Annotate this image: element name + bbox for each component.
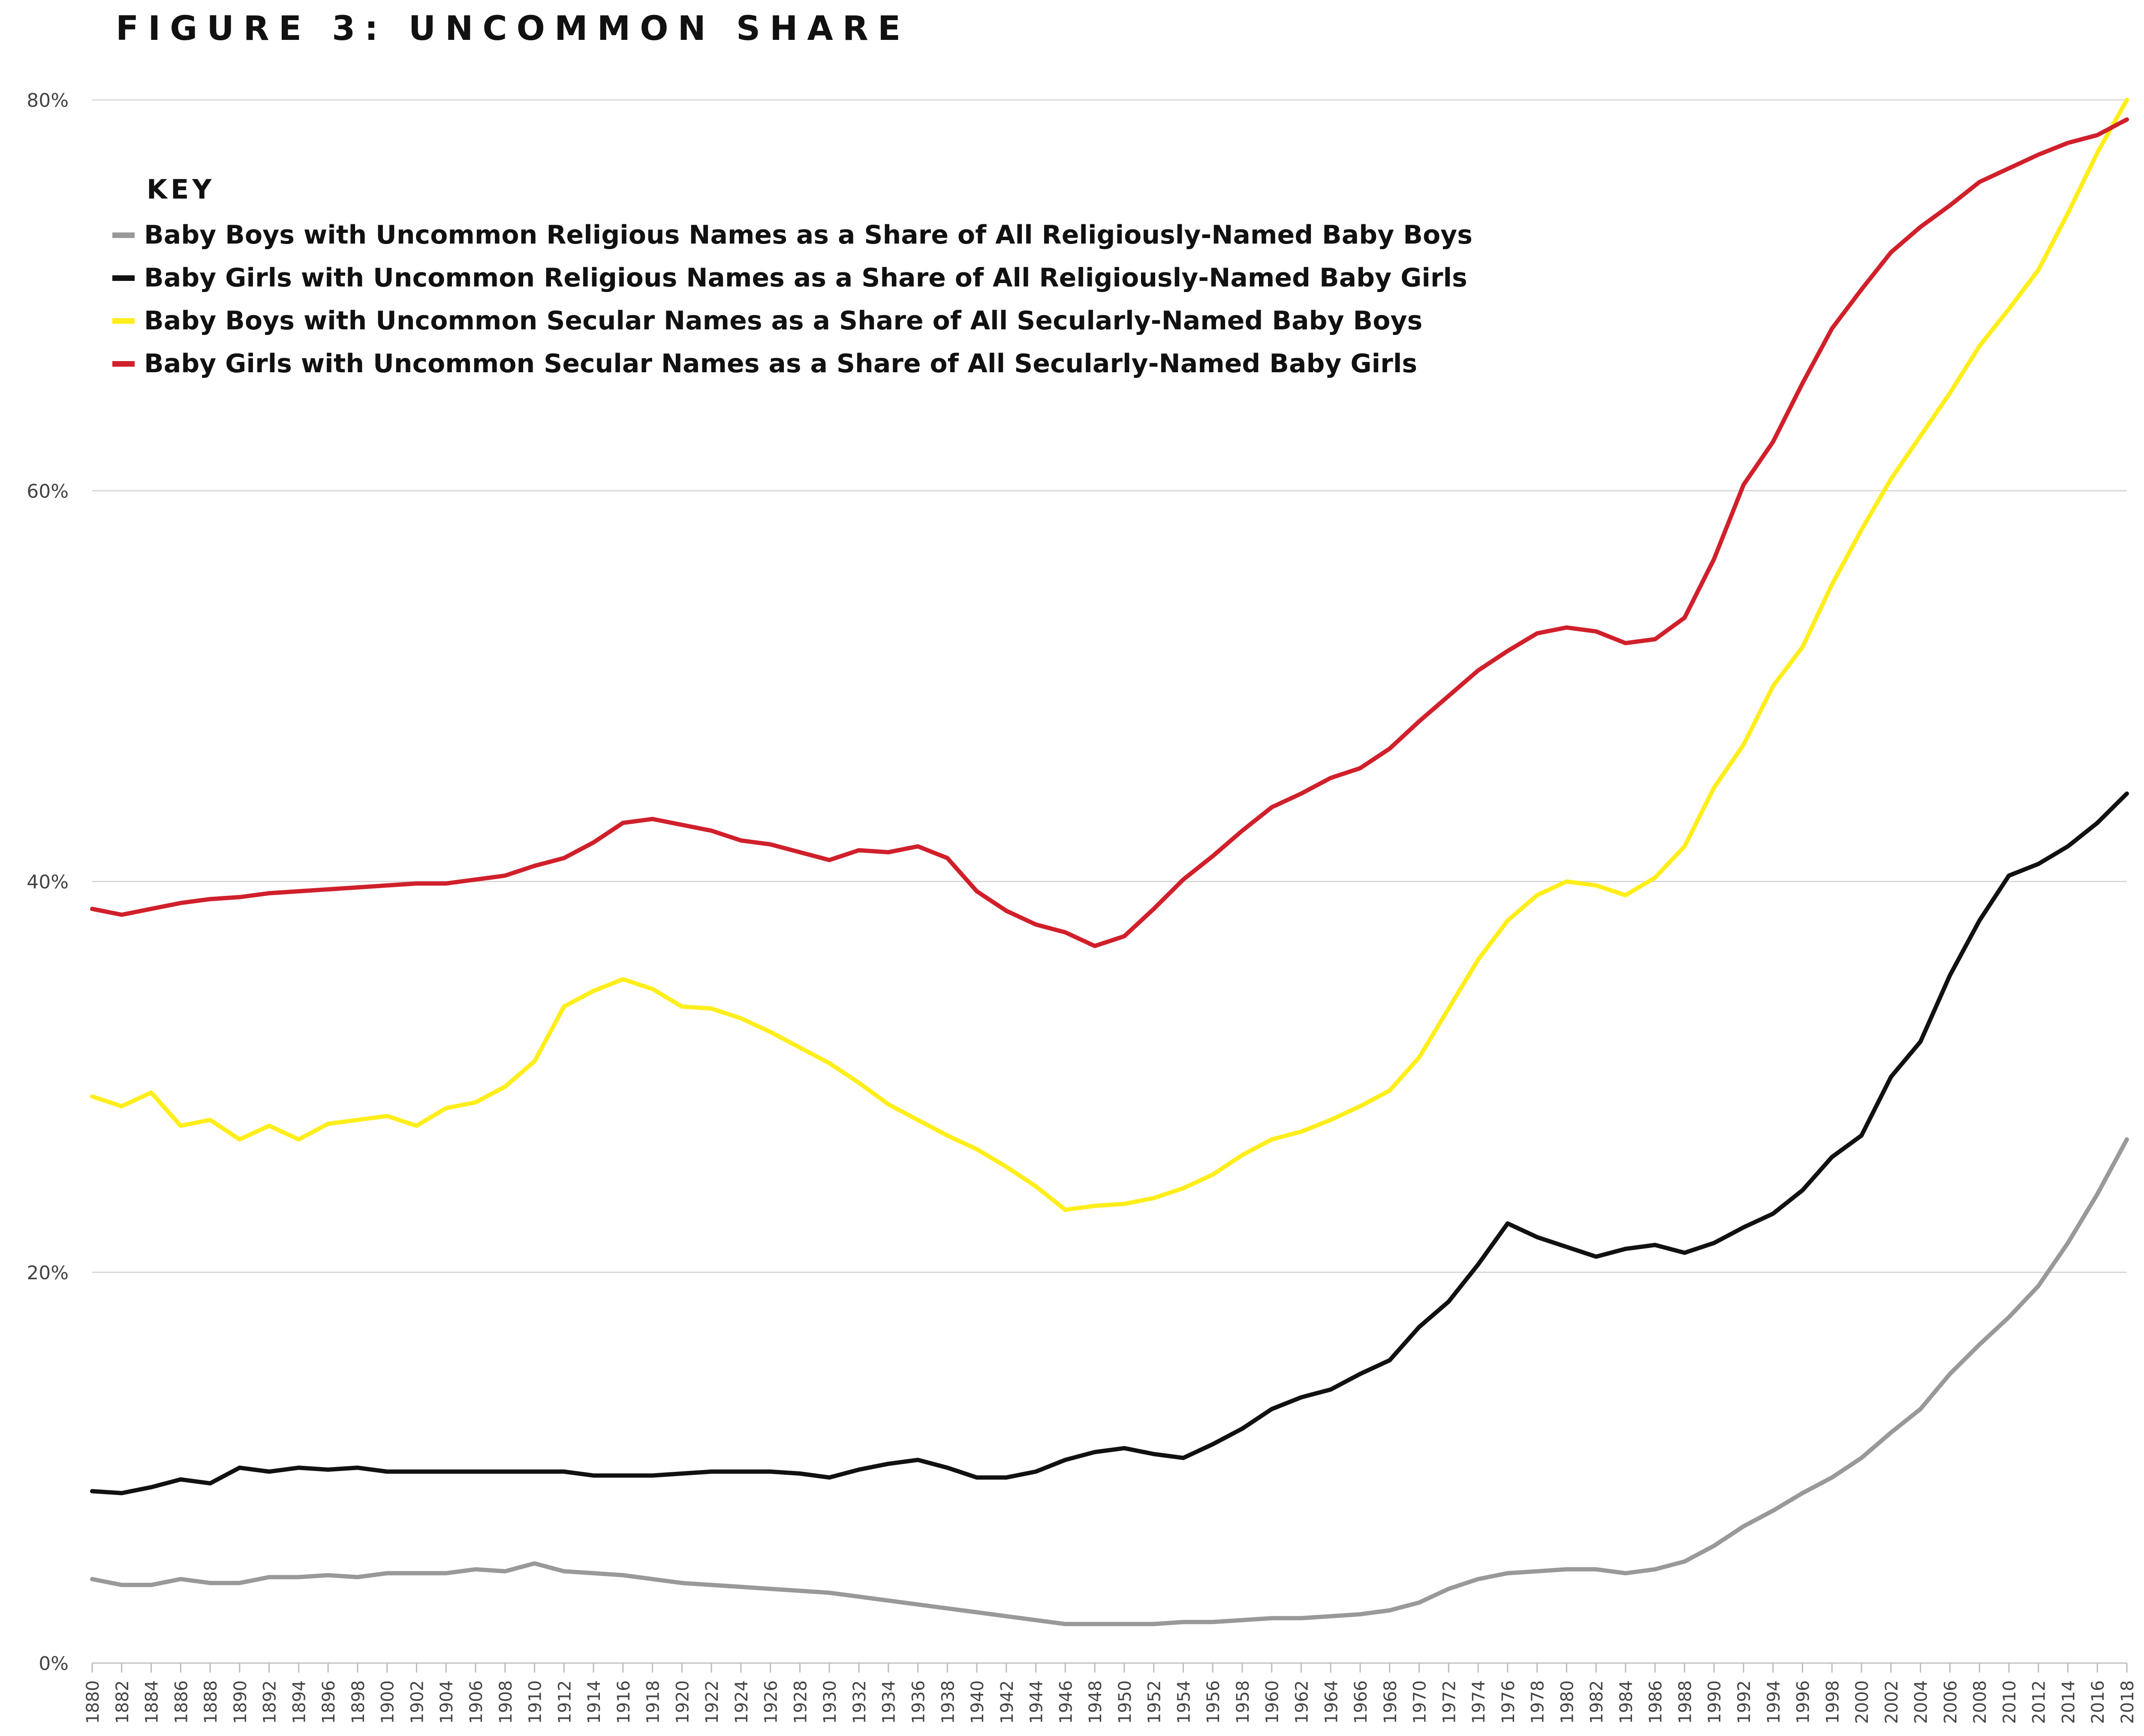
x-tick-label: 1936: [909, 1680, 929, 1724]
x-tick-label: 1890: [231, 1680, 250, 1724]
x-tick-label: 1964: [1322, 1680, 1341, 1724]
x-tick-label: 2014: [2059, 1680, 2078, 1724]
x-tick-label: 1932: [850, 1680, 870, 1724]
x-tick-label: 1970: [1410, 1680, 1430, 1724]
x-tick-label: 1992: [1734, 1680, 1754, 1724]
y-tick-label: 40%: [27, 871, 69, 893]
x-tick-label: 1990: [1705, 1680, 1725, 1724]
x-tick-label: 1984: [1617, 1680, 1636, 1724]
x-tick-label: 1916: [614, 1680, 634, 1724]
x-tick-label: 1896: [319, 1680, 339, 1724]
x-tick-label: 1966: [1351, 1680, 1371, 1724]
series-line-1: [90, 1137, 2129, 1626]
chart-title: FIGURE 3: UNCOMMON SHARE: [116, 9, 910, 48]
x-tick-label: 1942: [997, 1680, 1017, 1724]
y-axis-ticks: 0% 20% 40% 60% 80%: [27, 90, 69, 1675]
y-tick-label: 20%: [27, 1262, 69, 1284]
x-tick-label: 1954: [1174, 1680, 1194, 1724]
legend-label: Baby Girls with Uncommon Secular Names a…: [144, 349, 1418, 379]
x-tick-label: 1928: [791, 1680, 810, 1724]
x-tick-label: 1950: [1115, 1680, 1135, 1724]
x-tick-label: 1934: [879, 1680, 899, 1724]
x-tick-label: 1882: [113, 1680, 132, 1724]
legend-swatch: [112, 232, 135, 238]
x-tick-label: 1900: [378, 1680, 398, 1724]
x-tick-label: 1902: [407, 1680, 427, 1724]
x-tick-label: 1940: [968, 1680, 988, 1724]
x-tick-label: 1926: [762, 1680, 781, 1724]
y-tick-label: 60%: [27, 480, 69, 502]
x-tick-label: 1980: [1557, 1680, 1577, 1724]
legend-item-boys-religious: Baby Boys with Uncommon Religious Names …: [112, 214, 1472, 256]
legend-item-boys-secular: Baby Boys with Uncommon Secular Names as…: [112, 299, 1472, 342]
x-tick-label: 1988: [1675, 1680, 1695, 1724]
x-tick-label: 1908: [496, 1680, 516, 1724]
x-tick-label: 1976: [1499, 1680, 1518, 1724]
x-tick-label: 1958: [1233, 1680, 1253, 1724]
x-tick-label: 1948: [1086, 1680, 1105, 1724]
series-line-4: [90, 117, 2129, 948]
y-tick-label: 80%: [27, 90, 69, 112]
x-tick-label: 1888: [201, 1680, 221, 1724]
x-tick-label: 1918: [644, 1680, 663, 1724]
x-tick-label: 2008: [1970, 1680, 1990, 1724]
legend-swatch: [112, 318, 135, 324]
x-tick-label: 1892: [260, 1680, 280, 1724]
x-tick-label: 1920: [673, 1680, 693, 1724]
x-tick-label: 1898: [349, 1680, 368, 1724]
y-tick-label: 0%: [39, 1653, 69, 1675]
legend-swatch: [112, 275, 135, 281]
x-tick-label: 2002: [1882, 1680, 1902, 1724]
x-tick-label: 1880: [83, 1680, 103, 1724]
x-tick-label: 1972: [1439, 1680, 1459, 1724]
x-tick-label: 2004: [1912, 1680, 1931, 1724]
x-tick-label: 2018: [2118, 1680, 2138, 1724]
x-tick-label: 1884: [142, 1680, 162, 1724]
legend-item-girls-secular: Baby Girls with Uncommon Secular Names a…: [112, 342, 1472, 385]
x-tick-label: 1930: [820, 1680, 840, 1724]
legend-swatch: [112, 361, 135, 367]
x-tick-label: 1996: [1794, 1680, 1813, 1724]
series-line-3: [90, 98, 2129, 1212]
x-tick-label: 1962: [1292, 1680, 1312, 1724]
x-tick-label: 1974: [1469, 1680, 1489, 1724]
x-tick-label: 1978: [1528, 1680, 1548, 1724]
x-tick-label: 1924: [732, 1680, 752, 1724]
legend: KEY Baby Boys with Uncommon Religious Na…: [112, 174, 1472, 385]
x-tick-label: 1938: [938, 1680, 958, 1724]
x-tick-label: 2006: [1941, 1680, 1960, 1724]
x-tick-label: 2016: [2088, 1680, 2108, 1724]
legend-title: KEY: [147, 174, 215, 205]
x-tick-label: 1968: [1381, 1680, 1400, 1724]
series-line-2: [90, 791, 2129, 1495]
x-tick-label: 1914: [584, 1680, 604, 1724]
x-tick-label: 1922: [702, 1680, 722, 1724]
legend-label: Baby Boys with Uncommon Religious Names …: [144, 220, 1472, 250]
legend-label: Baby Girls with Uncommon Religious Names…: [144, 263, 1467, 293]
legend-label: Baby Boys with Uncommon Secular Names as…: [144, 306, 1423, 336]
x-tick-label: 1982: [1587, 1680, 1607, 1724]
x-tick-label: 1886: [172, 1680, 191, 1724]
x-axis-ticks: 1880 1882 1884 1886 1888 1890 1892 1894 1896 1898…: [83, 1663, 2138, 1724]
x-tick-label: 1960: [1263, 1680, 1283, 1724]
x-tick-label: 1906: [467, 1680, 486, 1724]
x-tick-label: 1904: [437, 1680, 457, 1724]
x-tick-label: 1946: [1056, 1680, 1076, 1724]
x-tick-label: 1910: [526, 1680, 545, 1724]
x-tick-label: 1894: [289, 1680, 309, 1724]
x-tick-label: 1944: [1027, 1680, 1047, 1724]
x-tick-label: 1994: [1764, 1680, 1784, 1724]
legend-item-girls-religious: Baby Girls with Uncommon Religious Names…: [112, 256, 1472, 299]
chart-series: [90, 98, 2129, 1626]
x-tick-label: 1952: [1145, 1680, 1165, 1724]
x-tick-label: 2000: [1852, 1680, 1872, 1724]
x-tick-label: 1998: [1823, 1680, 1843, 1724]
x-tick-label: 1986: [1646, 1680, 1666, 1724]
x-tick-label: 1956: [1204, 1680, 1223, 1724]
x-tick-label: 2012: [2030, 1680, 2049, 1724]
x-tick-label: 1912: [555, 1680, 575, 1724]
x-tick-label: 2010: [2000, 1680, 2020, 1724]
